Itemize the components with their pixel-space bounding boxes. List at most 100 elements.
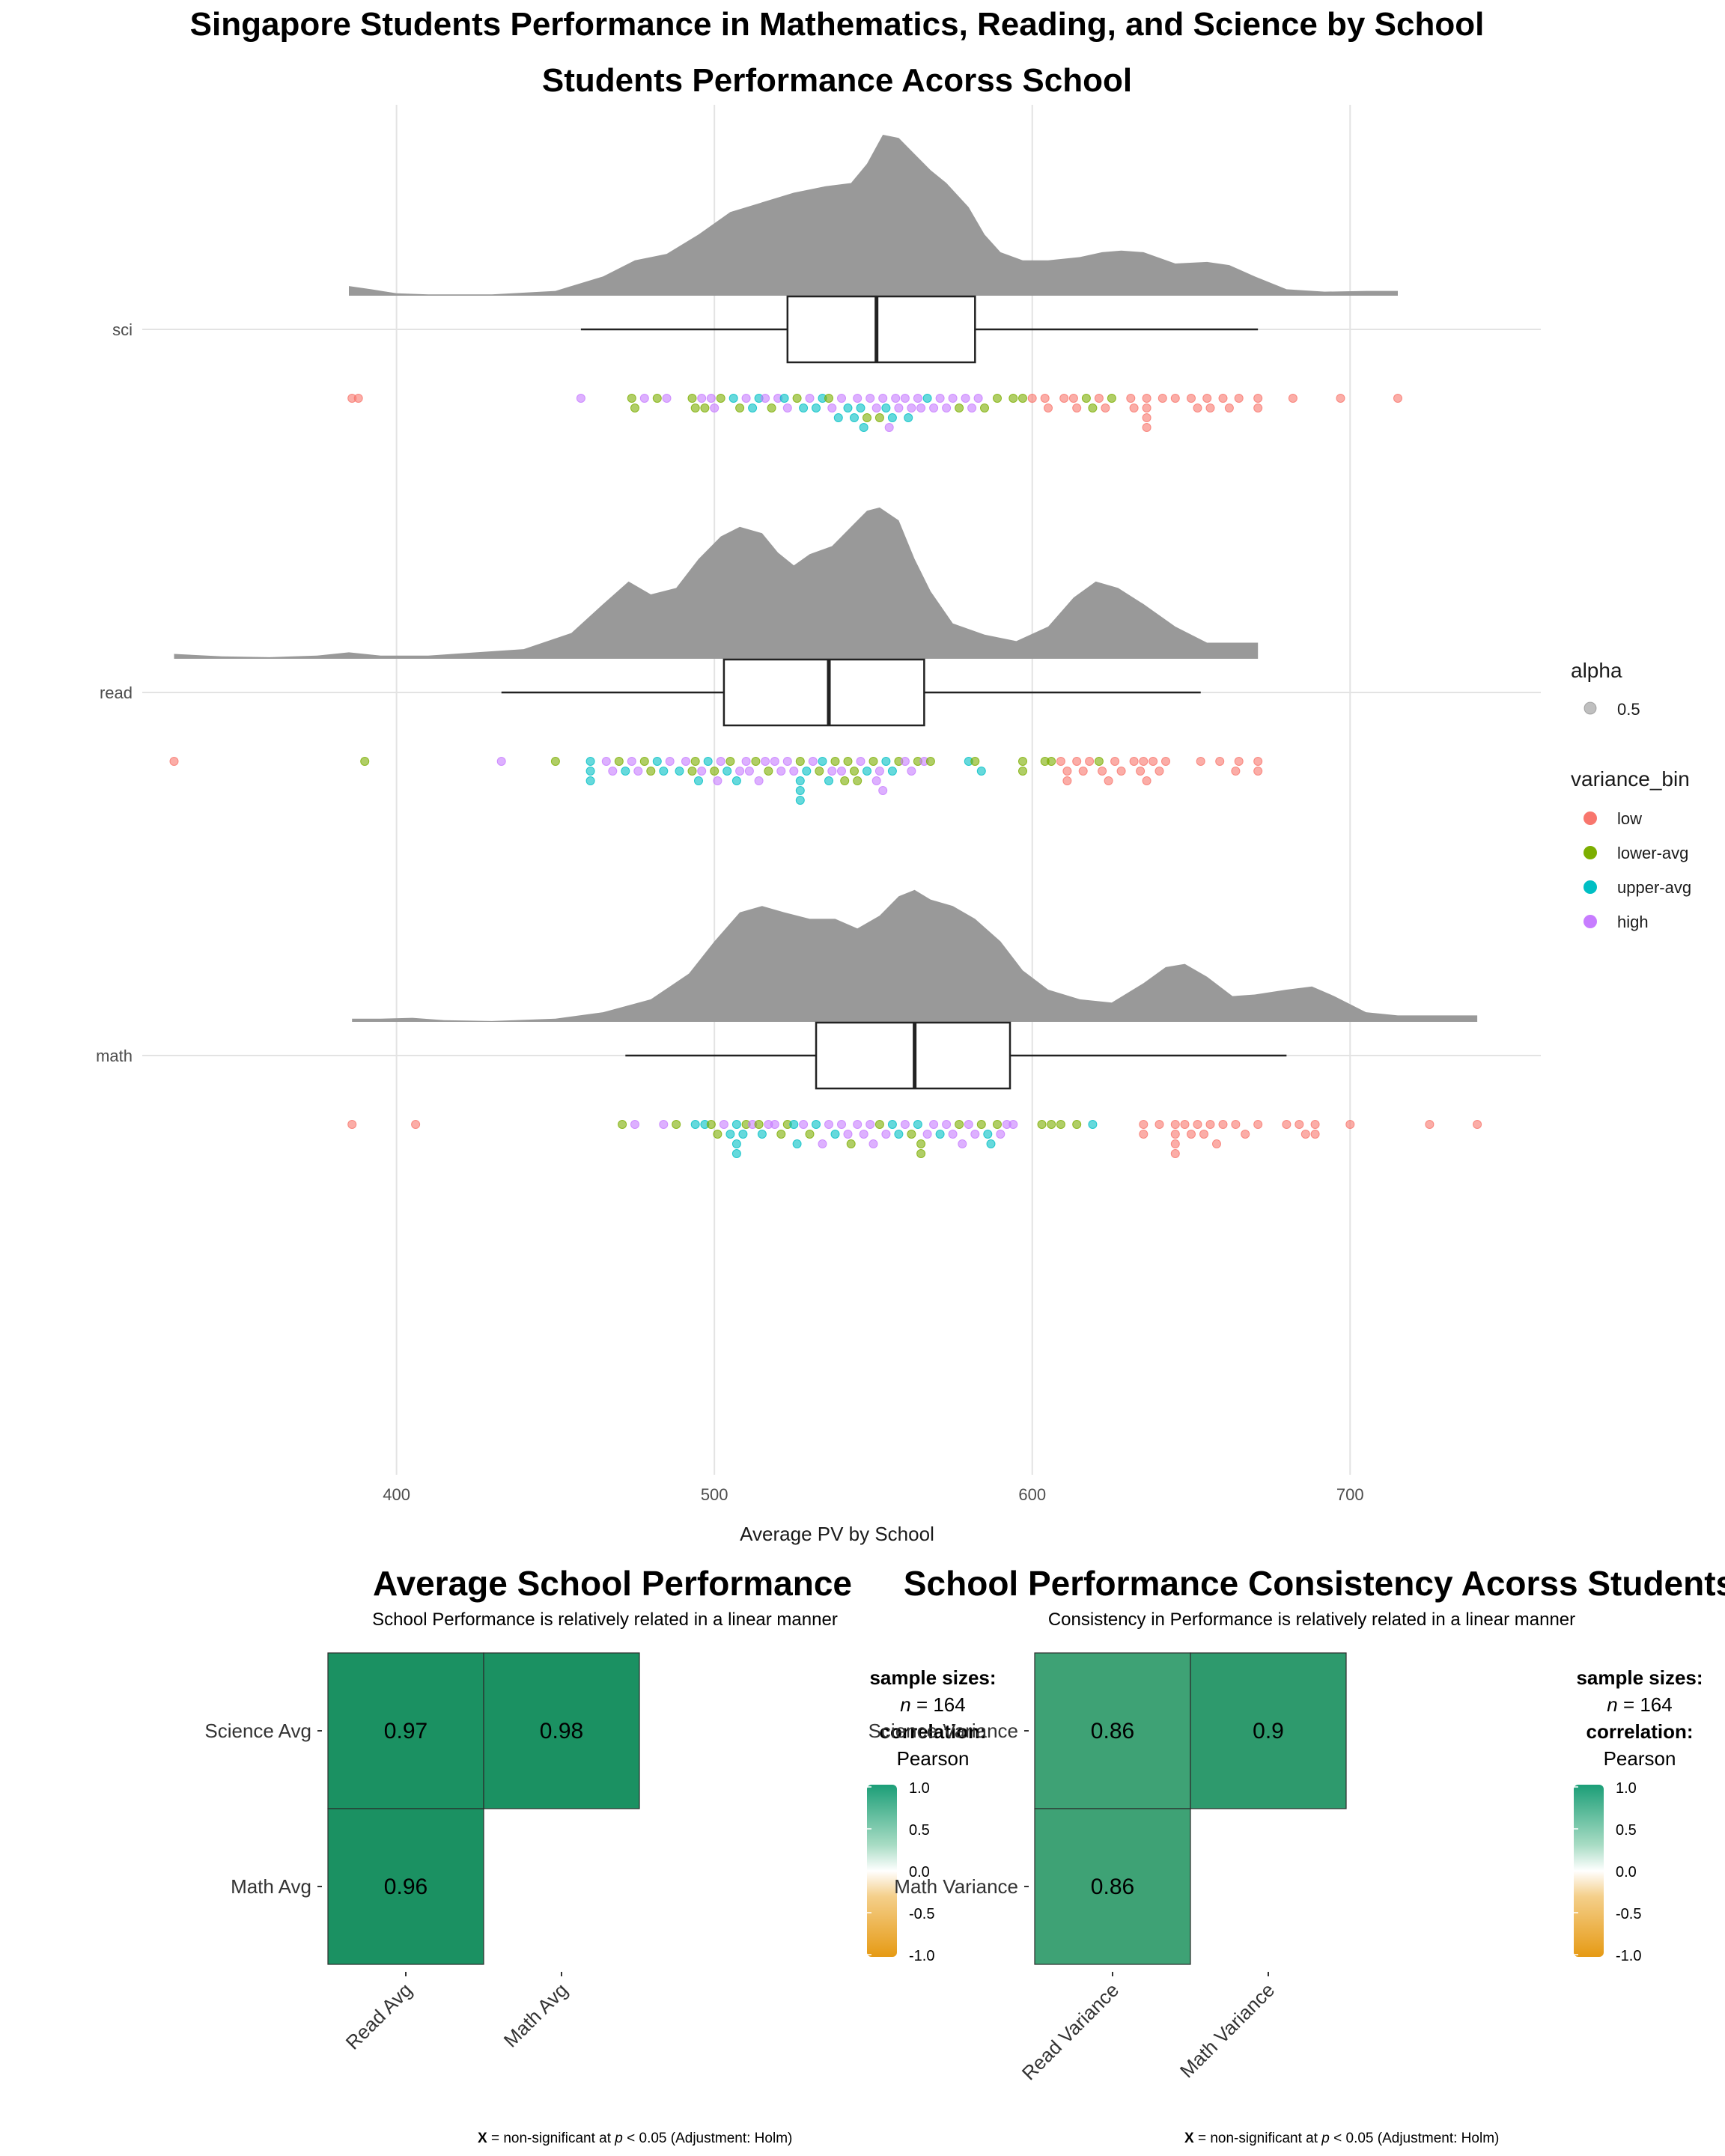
rain-point-read (970, 757, 980, 766)
density-cloud-read (174, 507, 1259, 659)
rain-point-math (706, 1120, 716, 1129)
heatmap-footnote: X = non-significant at p < 0.05 (Adjustm… (478, 2131, 792, 2146)
rain-point-sci (1044, 404, 1053, 412)
rain-point-read (1154, 767, 1164, 776)
raincloud-x-axis-label: Average PV by School (740, 1523, 934, 1545)
rain-point-math (1170, 1120, 1180, 1129)
rain-point-read (614, 757, 624, 766)
rain-point-math (1180, 1120, 1190, 1129)
rain-point-math (1187, 1130, 1196, 1139)
rain-point-sci (728, 394, 738, 403)
rain-point-math (970, 1130, 980, 1139)
rain-point-sci (833, 413, 843, 422)
rain-point-sci (904, 413, 913, 422)
heatmap-subtitle: School Performance is relatively related… (372, 1610, 838, 1630)
rain-point-math (907, 1130, 916, 1139)
heatmap-subtitle: Consistency in Performance is relatively… (1048, 1610, 1575, 1630)
rain-point-read (621, 767, 630, 776)
legend-key-upper-avg (1583, 880, 1597, 894)
rain-point-math (1047, 1120, 1056, 1129)
rain-point-read (1253, 767, 1263, 776)
legend-colorbar-label: 0.5 (909, 1822, 930, 1839)
rain-point-math (789, 1120, 799, 1129)
rain-point-read (1085, 757, 1095, 766)
rain-point-math (865, 1120, 875, 1129)
rain-point-math (837, 1120, 846, 1129)
y-tick-label-math: math (96, 1047, 133, 1065)
rain-point-read (646, 767, 656, 776)
x-tick-label: 600 (1018, 1485, 1046, 1504)
rain-point-sci (716, 394, 725, 403)
rain-point-read (608, 767, 618, 776)
rain-point-sci (1068, 394, 1078, 403)
heatmap-row-label: Math Variance (894, 1875, 1018, 1898)
rain-point-sci (767, 404, 776, 412)
rain-point-math (812, 1120, 821, 1129)
rain-point-sci (935, 394, 945, 403)
heatmap-cell-label: 0.86 (1091, 1719, 1134, 1744)
rain-point-sci (1393, 394, 1402, 403)
rain-point-math (347, 1120, 357, 1129)
legend-key-lower-avg (1583, 846, 1597, 859)
rain-point-sci (799, 404, 809, 412)
rain-point-read (741, 757, 751, 766)
rain-point-sci (1040, 394, 1050, 403)
rain-point-sci (916, 404, 926, 412)
rain-point-read (843, 757, 853, 766)
rain-point-math (1199, 1130, 1208, 1139)
rain-point-sci (741, 394, 751, 403)
rain-point-read (601, 757, 611, 766)
rain-point-sci (1094, 394, 1104, 403)
rain-point-math (690, 1120, 700, 1129)
rain-point-read (827, 767, 837, 776)
rain-point-read (360, 757, 370, 766)
rain-point-math (713, 1130, 722, 1139)
heatmap-performance-consistency: School Performance Consistency Acorss St… (868, 1564, 1725, 2146)
legend-colorbar-label: 1.0 (1616, 1780, 1637, 1797)
rain-point-sci (748, 404, 758, 412)
rain-point-read (754, 776, 764, 785)
heatmap-cell (1034, 1808, 1191, 1965)
rain-point-read (169, 757, 179, 766)
rain-point-sci (1081, 394, 1091, 403)
rain-point-math (1253, 1120, 1263, 1129)
footnote-p: p (614, 2131, 623, 2146)
rain-point-math (757, 1130, 767, 1139)
rain-point-sci (843, 404, 853, 412)
rain-point-sci (993, 394, 1002, 403)
rain-point-sci (627, 394, 636, 403)
rain-point-sci (1129, 404, 1139, 412)
box-iqr-read (722, 658, 925, 727)
heatmap-cell-label: 0.96 (384, 1875, 428, 1899)
heatmap-cell (327, 1808, 484, 1965)
x-tick-label: 400 (383, 1485, 410, 1504)
rain-point-read (868, 757, 878, 766)
heatmap-row-label: Science Avg (204, 1720, 311, 1742)
legend-correlation-heading: correlation: (1586, 1720, 1693, 1743)
rain-point-sci (782, 404, 792, 412)
rain-point-sci (1142, 413, 1151, 422)
rain-point-math (770, 1120, 779, 1129)
rain-point-math (1425, 1120, 1435, 1129)
heatmap-cell (1190, 1652, 1347, 1809)
rain-point-read (1104, 776, 1113, 785)
alpha-legend-title: alpha (1571, 659, 1622, 682)
rain-point-read (815, 767, 824, 776)
rain-point-read (802, 767, 812, 776)
legend-colorbar (867, 1785, 897, 1957)
rain-point-sci (1027, 394, 1037, 403)
rain-point-math (916, 1149, 926, 1158)
footnote-x: X (1184, 2131, 1194, 2146)
heatmap-cell (327, 1652, 484, 1809)
rain-point-sci (1008, 394, 1018, 403)
rain-point-math (1170, 1130, 1180, 1139)
rain-point-sci (1157, 394, 1167, 403)
rain-point-read (1196, 757, 1205, 766)
rain-point-math (964, 1120, 973, 1129)
rain-point-math (1473, 1120, 1482, 1129)
rain-point-math (1300, 1130, 1310, 1139)
rain-point-sci (922, 394, 932, 403)
rain-point-sci (973, 394, 983, 403)
legend-key-high (1583, 915, 1597, 928)
legend-colorbar-label: 0.5 (1616, 1822, 1637, 1839)
